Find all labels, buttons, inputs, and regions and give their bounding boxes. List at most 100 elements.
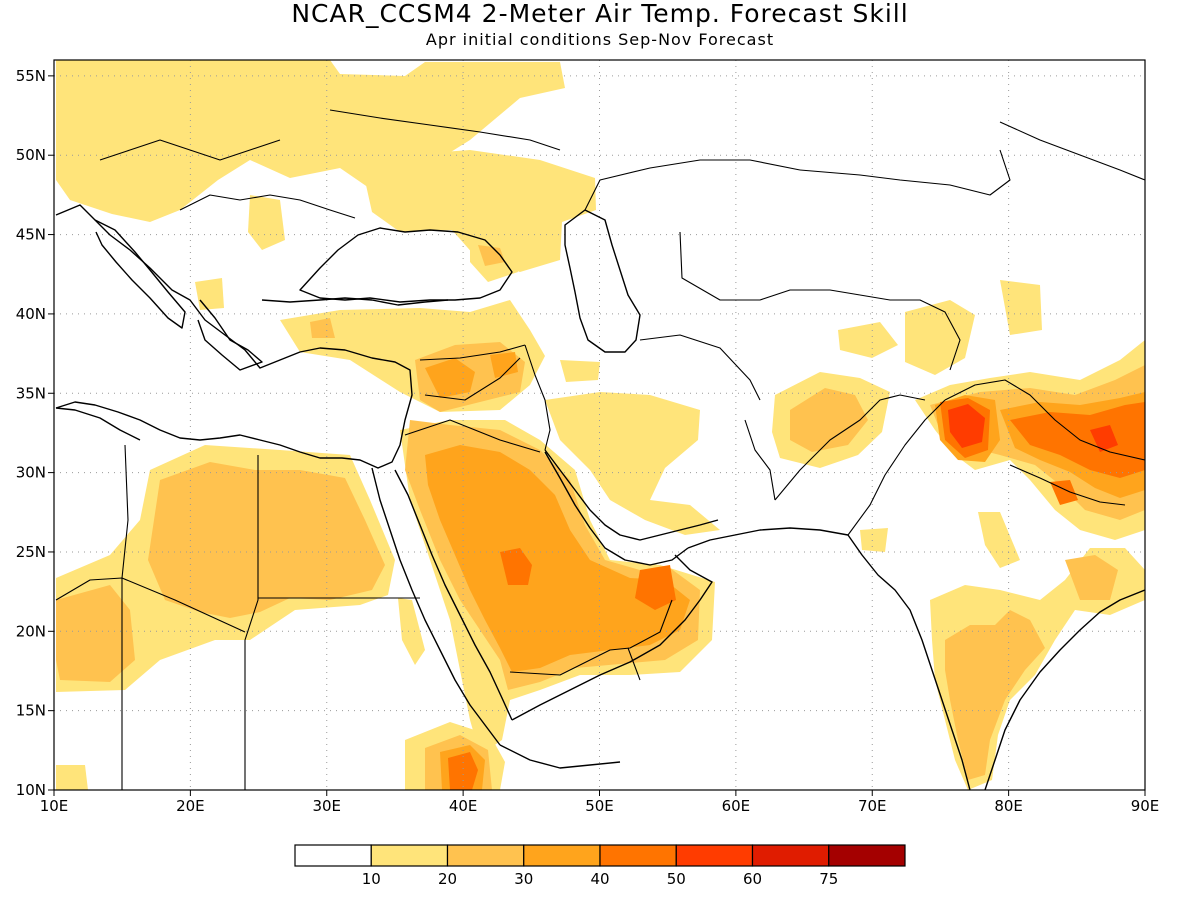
color-legend: 10 20 30 40 50 60 75 bbox=[294, 844, 906, 888]
shade-red-sea-w bbox=[398, 598, 425, 665]
lon-tick-label: 10E bbox=[40, 797, 69, 815]
coastlines bbox=[55, 204, 1145, 790]
border-algeria-libya bbox=[121, 444, 129, 790]
lat-tick-label: 25N bbox=[16, 543, 46, 561]
lon-tick-label: 20E bbox=[176, 797, 205, 815]
shade-balkans2 bbox=[195, 278, 224, 310]
coast-india-west bbox=[847, 534, 971, 790]
shade-saudi-core bbox=[425, 445, 690, 672]
shade-iran-n bbox=[560, 360, 600, 382]
border-europe-a bbox=[99, 139, 281, 161]
coast-persian-gulf bbox=[544, 449, 719, 541]
shade-india-w bbox=[978, 512, 1020, 568]
country-borders bbox=[55, 109, 1145, 790]
coast-italy bbox=[94, 219, 186, 329]
coast-greece bbox=[197, 299, 263, 371]
border-yemen-oman bbox=[627, 647, 641, 681]
border-pak-india bbox=[847, 399, 946, 536]
lon-tick-label: 70E bbox=[858, 797, 887, 815]
legend-label: 20 bbox=[438, 870, 457, 888]
legend-swatch bbox=[294, 844, 372, 867]
shade-sahara-w bbox=[56, 585, 135, 682]
lon-tick-label: 90E bbox=[1131, 797, 1160, 815]
legend-swatch bbox=[446, 844, 525, 867]
border-libya-egypt bbox=[244, 455, 259, 790]
legend-label: 60 bbox=[743, 870, 762, 888]
lon-tick-label: 30E bbox=[312, 797, 341, 815]
border-mongolia bbox=[999, 121, 1145, 181]
shade-saudi-hot bbox=[500, 548, 532, 585]
border-saudi-north bbox=[404, 419, 541, 453]
shade-europe bbox=[56, 60, 565, 222]
lon-tick-label: 50E bbox=[585, 797, 614, 815]
shade-sahel-sw bbox=[56, 765, 88, 790]
border-kazakh bbox=[584, 159, 801, 211]
lat-tick-label: 55N bbox=[16, 67, 46, 85]
shade-bengal bbox=[1065, 555, 1118, 600]
shade-ukraine bbox=[360, 150, 596, 272]
border-nepal bbox=[1009, 464, 1126, 506]
coast-black-sea bbox=[299, 227, 513, 303]
border-turkey-syria bbox=[419, 344, 526, 361]
coast-europe-mediterranean bbox=[55, 204, 413, 469]
border-saudi-yemen bbox=[509, 599, 673, 676]
map-title: NCAR_CCSM4 2-Meter Air Temp. Forecast Sk… bbox=[291, 0, 908, 28]
shade-syria-core bbox=[490, 352, 518, 378]
legend-swatch bbox=[675, 844, 754, 867]
coast-india-east bbox=[984, 589, 1145, 790]
coast-africa-north bbox=[55, 407, 141, 441]
shade-iran bbox=[545, 392, 720, 535]
border-russia-kazakh bbox=[799, 149, 1011, 196]
coast-red-sea-east bbox=[394, 469, 513, 721]
coast-horn bbox=[499, 744, 621, 769]
legend-label: 50 bbox=[667, 870, 686, 888]
lon-tick-label: 40E bbox=[449, 797, 478, 815]
legend-swatch bbox=[751, 844, 830, 867]
axis-ticks: 10E 20E 30E 40E 50E 60E 70E 80E 90E 10N 15N 20N 25N 3… bbox=[16, 67, 1160, 815]
shade-china bbox=[1000, 280, 1042, 335]
lat-tick-label: 10N bbox=[16, 781, 46, 799]
shade-turkey-core bbox=[310, 318, 335, 338]
legend-label: 10 bbox=[362, 870, 381, 888]
map-panel bbox=[53, 59, 1146, 791]
shade-central-asia bbox=[905, 300, 975, 375]
shade-ethiopia-core-hot bbox=[448, 752, 478, 790]
lat-tick-label: 30N bbox=[16, 464, 46, 482]
border-syria-iraq bbox=[424, 357, 521, 401]
coast-red-sea-west bbox=[371, 467, 501, 746]
border-iran-afghan bbox=[744, 419, 776, 501]
legend-swatch bbox=[370, 844, 449, 867]
border-iran-turkmen bbox=[639, 334, 761, 401]
border-ukraine bbox=[329, 109, 561, 151]
legend-label: 30 bbox=[514, 870, 533, 888]
border-china-kyrgyz bbox=[859, 294, 961, 371]
border-afghan-pak bbox=[774, 394, 926, 501]
lat-tick-label: 45N bbox=[16, 226, 46, 244]
lat-tick-label: 15N bbox=[16, 702, 46, 720]
lat-tick-label: 35N bbox=[16, 384, 46, 402]
border-china-india bbox=[944, 379, 1145, 461]
legend-swatch bbox=[828, 844, 906, 867]
coast-arabia-south bbox=[511, 554, 713, 721]
lat-tick-label: 40N bbox=[16, 305, 46, 323]
shade-afghan-core bbox=[790, 388, 868, 452]
lon-tick-label: 60E bbox=[722, 797, 751, 815]
shade-oman-hot bbox=[635, 565, 676, 610]
border-kazakh-uzbek bbox=[679, 231, 861, 301]
border-europe-b bbox=[179, 194, 356, 219]
legend-label: 40 bbox=[590, 870, 609, 888]
coast-caspian bbox=[564, 209, 641, 353]
shade-libya-egypt bbox=[148, 462, 385, 618]
lat-tick-label: 20N bbox=[16, 622, 46, 640]
lat-tick-label: 50N bbox=[16, 146, 46, 164]
shade-balkans bbox=[248, 195, 285, 250]
coast-iran-south bbox=[687, 527, 849, 549]
shade-iraq-core bbox=[425, 358, 475, 398]
lon-tick-label: 80E bbox=[994, 797, 1023, 815]
shade-india-sw bbox=[860, 528, 888, 552]
border-chad bbox=[55, 577, 246, 633]
legend-label: 75 bbox=[819, 870, 838, 888]
shade-india-core bbox=[945, 610, 1045, 780]
shade-kashmir-core bbox=[948, 404, 985, 448]
shade-tibet-core bbox=[1090, 425, 1118, 452]
